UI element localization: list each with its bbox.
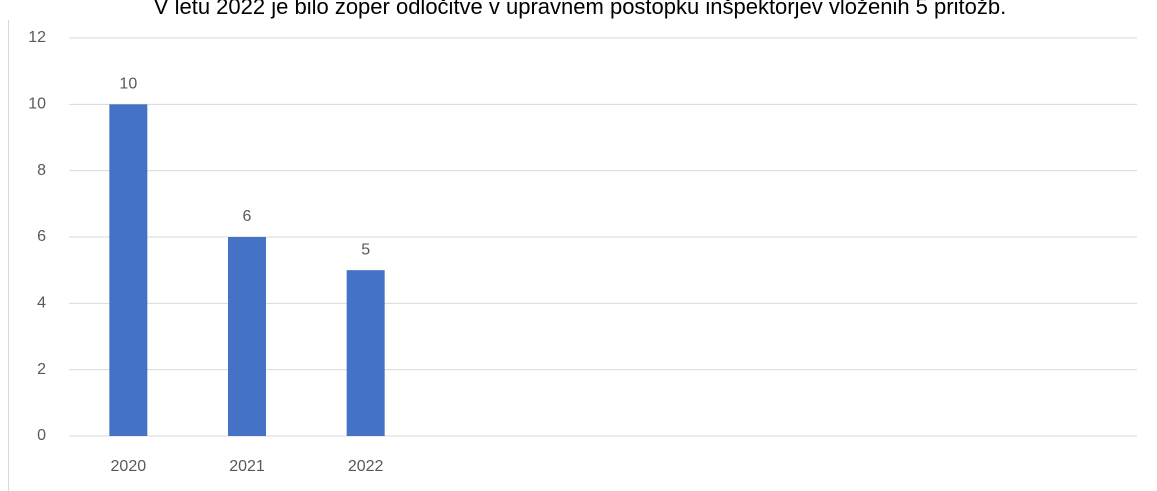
bar — [228, 237, 266, 436]
y-tick-label: 0 — [37, 427, 46, 444]
y-tick-label: 10 — [28, 96, 46, 113]
x-tick-label: 2021 — [229, 458, 265, 475]
bar — [109, 104, 148, 436]
x-tick-label: 2022 — [348, 458, 384, 475]
bar — [346, 270, 385, 436]
data-label: 10 — [119, 76, 137, 93]
x-tick-label: 2020 — [111, 458, 147, 475]
data-label: 5 — [361, 241, 370, 258]
data-label: 6 — [243, 208, 252, 225]
y-tick-label: 4 — [37, 295, 46, 312]
y-tick-label: 2 — [37, 361, 46, 378]
y-tick-label: 8 — [37, 162, 46, 179]
y-tick-label: 6 — [37, 228, 46, 245]
chart-title: V letu 2022 je bilo zoper odločitve v up… — [154, 0, 1006, 19]
y-tick-label: 12 — [28, 29, 46, 46]
